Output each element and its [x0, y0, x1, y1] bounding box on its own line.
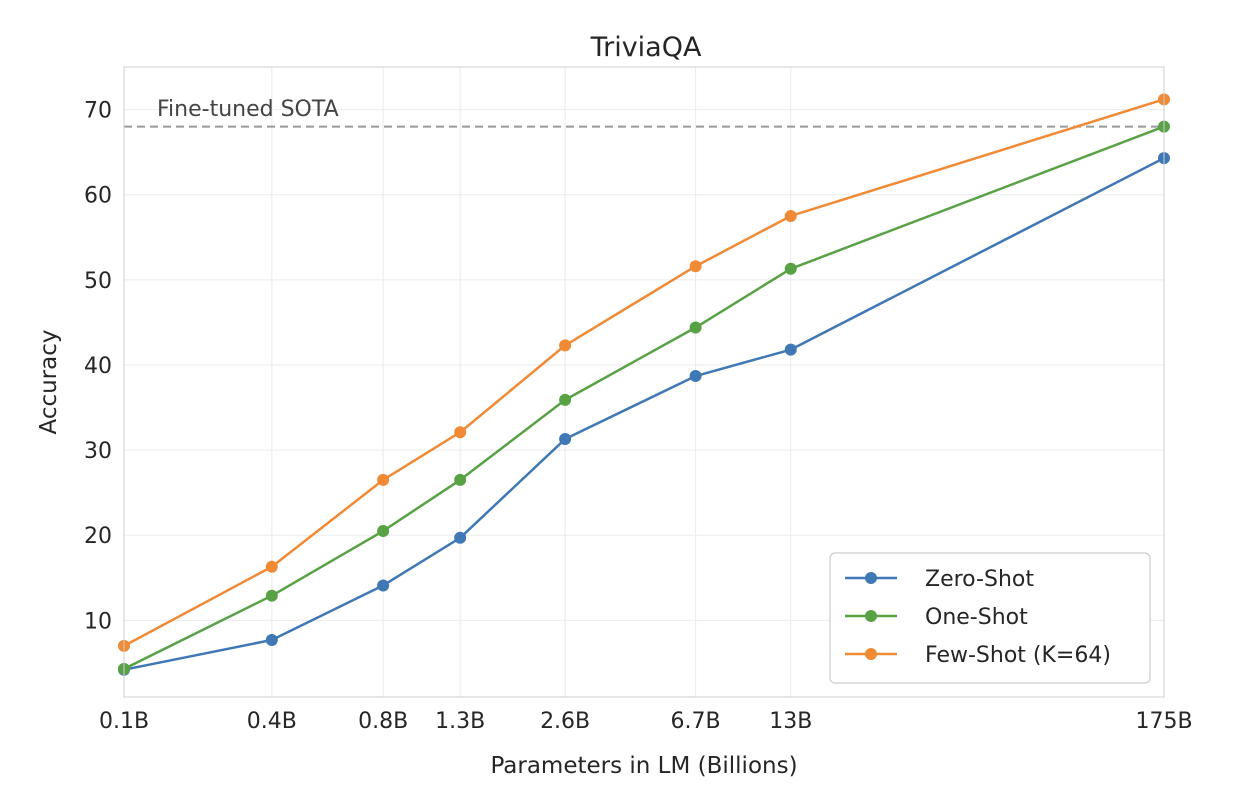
y-tick-labels: 10 20 30 40 50 60 70: [84, 99, 112, 635]
series-2-point-4: [559, 339, 572, 352]
legend-marker-zero-shot: [865, 572, 877, 584]
legend-label-zero-shot: Zero-Shot: [925, 567, 1034, 592]
series-layer: [118, 93, 1170, 676]
series-1-point-4: [559, 393, 572, 406]
series-1-point-5: [689, 321, 702, 334]
x-tick-label-5: 6.7B: [671, 709, 721, 734]
series-2-point-1: [265, 560, 278, 573]
y-tick-label-1: 20: [84, 524, 112, 549]
series-0-point-5: [689, 370, 702, 383]
plot-frame: [123, 66, 1165, 698]
series-1-point-1: [265, 589, 278, 602]
series-line-1: [123, 125, 1165, 671]
legend-marker-few-shot: [865, 648, 877, 660]
series-0-point-3: [454, 531, 467, 544]
series-0-point-2: [377, 579, 390, 592]
x-tick-label-3: 1.3B: [435, 709, 485, 734]
series-2-point-6: [784, 209, 797, 222]
reference-line-label: Fine-tuned SOTA: [157, 97, 339, 122]
series-1-point-2: [377, 524, 390, 537]
legend: Zero-Shot One-Shot Few-Shot (K=64): [829, 552, 1151, 684]
y-tick-label-5: 60: [84, 184, 112, 209]
y-axis-label: Accuracy: [36, 329, 62, 434]
series-2-point-2: [377, 473, 390, 486]
legend-label-one-shot: One-Shot: [925, 605, 1028, 630]
x-tick-label-4: 2.6B: [540, 709, 590, 734]
y-tick-label-0: 10: [84, 609, 112, 634]
series-1-point-6: [784, 262, 797, 275]
series-line-2: [123, 98, 1165, 648]
x-tick-label-2: 0.8B: [358, 709, 408, 734]
y-tick-label-4: 50: [84, 269, 112, 294]
legend-box: [829, 552, 1151, 684]
series-0-point-1: [265, 633, 278, 646]
y-tick-label-6: 70: [84, 99, 112, 124]
series-0-point-4: [559, 433, 572, 446]
x-tick-label-1: 0.4B: [247, 709, 297, 734]
chart-title: TriviaQA: [590, 32, 702, 63]
series-0-point-6: [784, 343, 797, 356]
series-2-point-5: [689, 260, 702, 273]
legend-label-few-shot: Few-Shot (K=64): [925, 643, 1111, 668]
series-1-point-3: [454, 473, 467, 486]
x-tick-label-7: 175B: [1135, 709, 1192, 734]
x-tick-label-6: 13B: [769, 709, 812, 734]
series-line-0: [123, 156, 1165, 671]
x-axis-label: Parameters in LM (Billions): [490, 753, 797, 779]
y-tick-label-3: 40: [84, 354, 112, 379]
series-2-point-3: [454, 426, 467, 439]
x-tick-labels: 0.1B 0.4B 0.8B 1.3B 2.6B 6.7B 13B 175B: [99, 709, 1193, 734]
legend-marker-one-shot: [865, 610, 877, 622]
y-tick-label-2: 30: [84, 439, 112, 464]
x-tick-label-0: 0.1B: [99, 709, 149, 734]
